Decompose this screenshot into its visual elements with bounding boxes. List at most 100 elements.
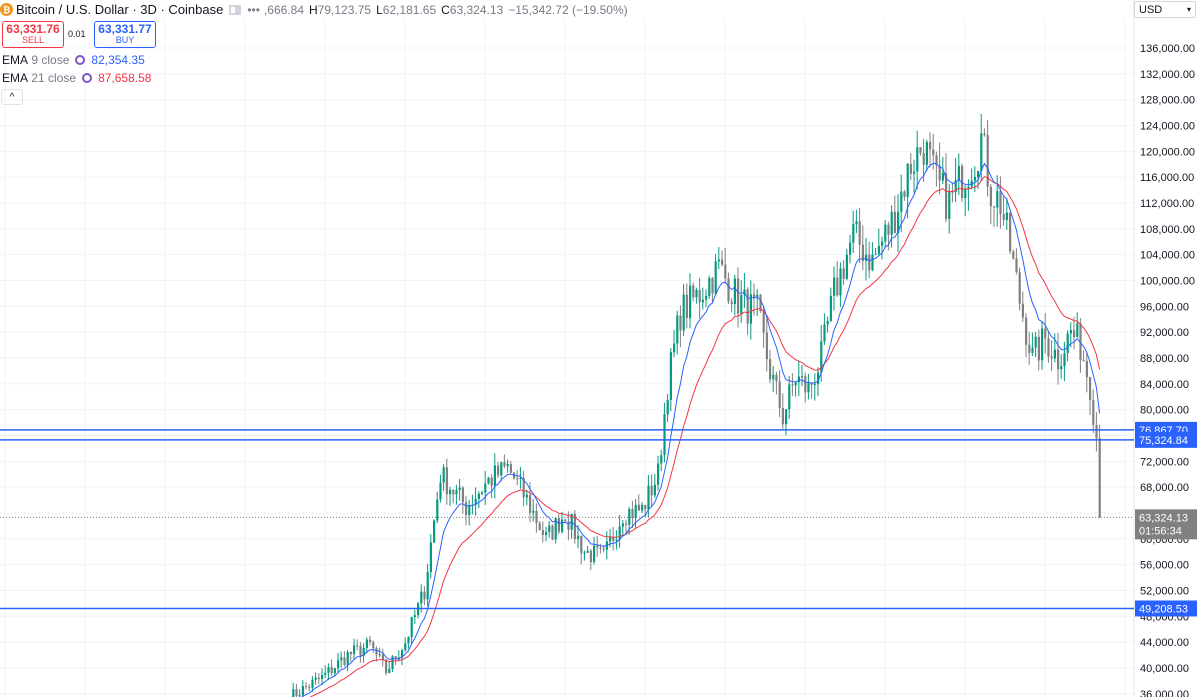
candle-body <box>391 656 394 669</box>
candle-body <box>573 513 576 539</box>
ema21-legend[interactable]: EMA 21 close 87,658.58 <box>2 71 152 85</box>
candle-body <box>497 465 500 476</box>
candle-body <box>647 485 650 510</box>
candle-body <box>557 518 560 532</box>
horizontal-line-price-label: 49,208.53 <box>1139 603 1188 615</box>
candle-body <box>804 376 807 393</box>
candle-body <box>948 191 951 219</box>
candle-body <box>919 147 922 154</box>
chart-type-icon[interactable] <box>229 4 242 15</box>
y-tick-label: 80,000.00 <box>1140 405 1189 417</box>
countdown-label: 01:56:34 <box>1139 525 1182 537</box>
candle-body <box>1092 399 1095 425</box>
candle-body <box>554 518 557 540</box>
candle-body <box>749 294 752 324</box>
y-tick-label: 44,000.00 <box>1140 637 1189 649</box>
candle-body <box>420 591 423 604</box>
candle-body <box>769 359 772 380</box>
ema9-legend[interactable]: EMA 9 close 82,354.35 <box>2 53 145 67</box>
candle-body <box>932 149 935 156</box>
candle-body <box>913 171 916 174</box>
candle-body <box>765 332 768 360</box>
collapse-legend-button[interactable]: ^ <box>1 89 23 105</box>
candle-body <box>810 383 813 385</box>
candle-body <box>596 545 599 548</box>
candle-body <box>820 341 823 373</box>
candle-body <box>564 519 567 522</box>
candle-body <box>346 652 349 666</box>
candle-body <box>615 539 618 541</box>
candle-body <box>602 548 605 550</box>
sell-label: SELL <box>21 34 45 45</box>
candle-body <box>621 523 624 527</box>
buy-button[interactable]: 63,331.77 BUY <box>94 21 156 48</box>
last-price-tag <box>1135 509 1197 540</box>
ema9-settings-icon[interactable] <box>75 55 86 65</box>
candle-body <box>759 294 762 312</box>
candle-body <box>692 285 695 298</box>
y-tick-label: 88,000.00 <box>1140 353 1189 365</box>
candle-body <box>545 531 548 535</box>
candle-body <box>436 499 439 521</box>
horizontal-line-price-tag <box>1135 600 1197 617</box>
candle-body <box>490 477 493 486</box>
candle-body <box>1082 359 1085 361</box>
candle-body <box>561 519 564 532</box>
candle-body <box>945 173 948 219</box>
symbol-title[interactable]: Bitcoin / U.S. Dollar · 3D · Coinbase <box>16 2 224 17</box>
candle-body <box>682 294 685 331</box>
candle-body <box>637 504 640 511</box>
candle-body <box>938 165 941 181</box>
y-tick-label: 36,000.00 <box>1140 689 1189 697</box>
candle-body <box>775 374 778 382</box>
more-options-icon[interactable]: ••• <box>247 2 260 17</box>
candle-body <box>359 645 362 656</box>
candle-body <box>964 188 967 199</box>
sell-button[interactable]: 63,331.76 SELL <box>2 21 64 48</box>
candle-body <box>935 155 938 166</box>
ema21-settings-icon[interactable] <box>82 73 93 83</box>
candle-body <box>884 224 887 242</box>
candle-body <box>369 639 372 643</box>
candle-body <box>1069 330 1072 334</box>
candle-body <box>417 603 420 616</box>
candle-body <box>823 324 826 342</box>
y-tick-label: 120,000.00 <box>1140 146 1195 158</box>
candle-body <box>519 477 522 479</box>
candle-body <box>439 482 442 500</box>
candle-body <box>679 315 682 331</box>
horizontal-line-price-tag <box>1135 431 1197 448</box>
candle-body <box>845 254 848 279</box>
candle-body <box>1025 317 1028 345</box>
candle-body <box>813 384 816 386</box>
y-tick-label: 128,000.00 <box>1140 95 1195 107</box>
currency-select[interactable]: USD ▾ <box>1134 1 1196 18</box>
candle-body <box>897 211 900 234</box>
change-value: −15,342.72 (−19.50%) <box>508 2 628 17</box>
open-value: ,666.84 <box>263 2 305 17</box>
candle-body <box>340 657 343 661</box>
candle-body <box>468 505 471 515</box>
candle-body <box>1066 333 1069 354</box>
candle-body <box>1021 303 1024 318</box>
candle-body <box>833 277 836 296</box>
candle-body <box>900 191 903 212</box>
candle-body <box>836 277 839 296</box>
candle-body <box>708 278 711 297</box>
candle-body <box>660 455 663 464</box>
candle-body <box>785 409 788 425</box>
candle-body <box>337 660 340 669</box>
candle-body <box>305 685 308 687</box>
candle-body <box>698 289 701 303</box>
y-tick-label: 116,000.00 <box>1140 172 1194 184</box>
buy-label: BUY <box>115 34 135 45</box>
price-axis[interactable] <box>1134 0 1200 697</box>
candle-body <box>529 494 532 513</box>
candle-body <box>1018 272 1021 304</box>
candle-body <box>858 221 861 245</box>
candle-body <box>1044 328 1047 339</box>
candle-body <box>535 510 538 524</box>
candle-body <box>644 505 647 510</box>
candle-body <box>356 645 359 647</box>
